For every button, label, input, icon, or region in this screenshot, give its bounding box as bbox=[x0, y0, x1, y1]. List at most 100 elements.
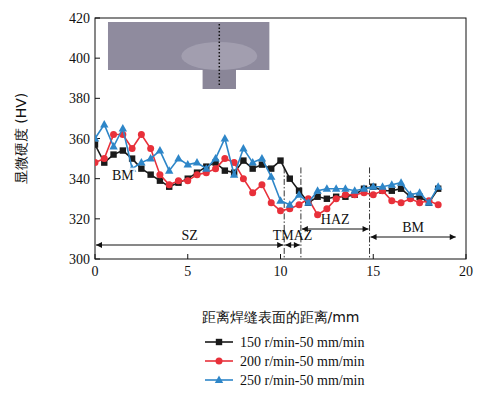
x-tick-label: 15 bbox=[366, 264, 380, 279]
point bbox=[258, 181, 265, 188]
zone-label: BM bbox=[402, 220, 424, 235]
data-area bbox=[95, 120, 442, 218]
zone-label: HAZ bbox=[321, 212, 350, 227]
y-tick bbox=[95, 218, 100, 219]
x-tick-label: 5 bbox=[184, 264, 191, 279]
point bbox=[435, 201, 442, 208]
point bbox=[119, 124, 127, 131]
y-tick-label: 320 bbox=[69, 212, 90, 227]
point bbox=[434, 182, 442, 190]
legend-label: 150 r/min-50 mm/min bbox=[240, 335, 364, 350]
point bbox=[287, 175, 293, 181]
zone-boundary bbox=[284, 167, 285, 259]
point bbox=[211, 154, 219, 162]
point bbox=[249, 189, 256, 196]
y-tick-label: 300 bbox=[69, 252, 90, 267]
arrow-head bbox=[371, 234, 377, 240]
x-tick bbox=[187, 254, 188, 259]
point bbox=[332, 184, 340, 192]
point bbox=[389, 188, 395, 194]
x-tick bbox=[466, 254, 467, 259]
legend-entry: 250 r/min-50 mm/min bbox=[205, 373, 364, 388]
annotation-text: BM bbox=[112, 168, 134, 183]
point bbox=[370, 191, 377, 198]
annotation: BM bbox=[111, 168, 135, 183]
point bbox=[138, 165, 144, 171]
point bbox=[341, 184, 349, 192]
point bbox=[156, 146, 164, 154]
point bbox=[258, 154, 266, 162]
y-tick bbox=[95, 18, 100, 19]
point bbox=[397, 178, 405, 186]
x-tick bbox=[373, 254, 374, 259]
point bbox=[240, 157, 246, 163]
y-tick bbox=[95, 98, 100, 99]
zone-boundary bbox=[300, 167, 301, 259]
zone-label: TMAZ bbox=[273, 228, 313, 243]
point bbox=[202, 164, 210, 172]
legend-entry: 150 r/min-50 mm/min bbox=[205, 335, 364, 350]
point bbox=[416, 199, 423, 206]
point bbox=[101, 155, 108, 162]
point bbox=[194, 171, 201, 178]
point bbox=[398, 199, 405, 206]
legend-marker bbox=[216, 358, 223, 365]
point bbox=[267, 172, 275, 180]
point bbox=[95, 159, 99, 166]
point bbox=[137, 158, 145, 166]
point bbox=[276, 196, 284, 204]
point bbox=[193, 158, 201, 166]
y-tick-label: 380 bbox=[69, 91, 90, 106]
point bbox=[304, 198, 312, 206]
point bbox=[313, 186, 321, 194]
zone-arrow bbox=[371, 237, 456, 238]
point bbox=[406, 190, 414, 198]
legend-entry: 200 r/min-50 mm/min bbox=[205, 354, 364, 369]
point bbox=[230, 170, 238, 178]
point bbox=[165, 166, 173, 174]
point bbox=[110, 151, 116, 157]
y-tick-label: 360 bbox=[69, 132, 90, 147]
y-tick bbox=[95, 259, 100, 260]
point bbox=[110, 131, 117, 138]
y-tick-label: 340 bbox=[69, 172, 90, 187]
arrow-head bbox=[96, 242, 102, 248]
point bbox=[239, 144, 247, 152]
x-tick bbox=[95, 254, 96, 259]
arrow-head bbox=[450, 234, 456, 240]
point bbox=[109, 142, 117, 150]
x-axis-title: 距离焊缝表面的距离/mm bbox=[202, 309, 360, 325]
label-patch bbox=[111, 168, 135, 183]
point bbox=[268, 199, 275, 206]
point bbox=[277, 207, 284, 214]
point bbox=[174, 154, 182, 162]
zone-label: SZ bbox=[181, 228, 197, 243]
x-tick-label: 0 bbox=[92, 264, 99, 279]
point bbox=[324, 196, 330, 202]
point bbox=[378, 182, 386, 190]
point bbox=[351, 186, 359, 194]
point bbox=[147, 145, 154, 152]
point bbox=[222, 167, 228, 173]
point bbox=[248, 158, 256, 166]
point bbox=[221, 155, 228, 162]
point bbox=[184, 160, 192, 168]
point bbox=[369, 182, 377, 190]
y-axis-title: 显微硬度 (HV) bbox=[13, 93, 29, 184]
point bbox=[147, 171, 153, 177]
arrow-head bbox=[363, 226, 369, 232]
point bbox=[100, 120, 108, 128]
point bbox=[425, 198, 433, 206]
point bbox=[146, 154, 154, 162]
x-tick-label: 20 bbox=[459, 264, 473, 279]
point bbox=[156, 171, 163, 178]
point bbox=[249, 165, 255, 171]
legend-label: 250 r/min-50 mm/min bbox=[240, 373, 364, 388]
point bbox=[221, 134, 229, 142]
point bbox=[286, 200, 294, 208]
point bbox=[388, 180, 396, 188]
x-tick-label: 10 bbox=[274, 264, 288, 279]
series-line bbox=[95, 134, 438, 214]
point bbox=[212, 165, 219, 172]
series-line bbox=[95, 124, 438, 204]
